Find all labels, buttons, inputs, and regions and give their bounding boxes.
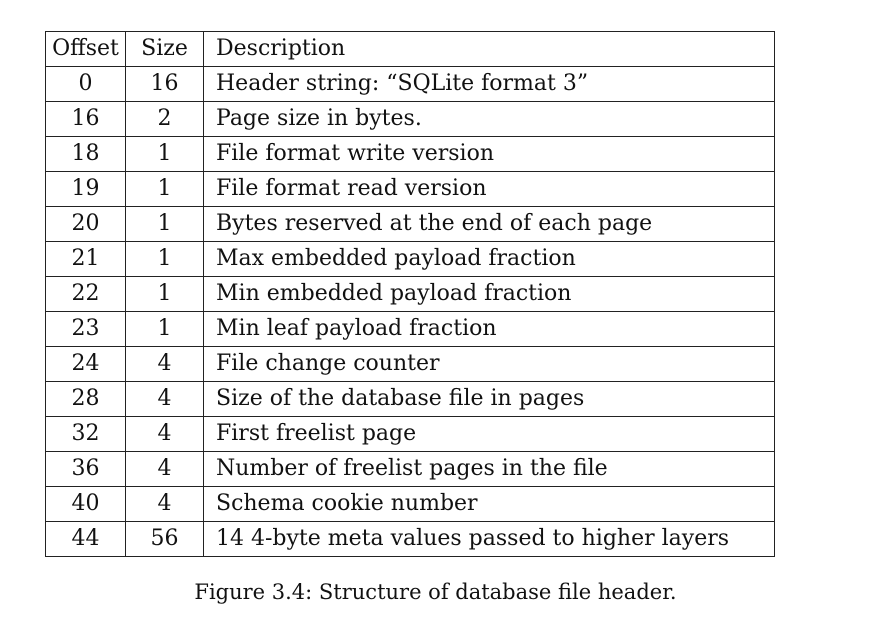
description-cell: Number of freelist pages in the file	[203, 451, 775, 487]
description-cell: File format read version	[203, 171, 775, 207]
offset-cell: 36	[45, 451, 126, 487]
size-cell: 16	[125, 66, 204, 102]
description-cell: Min embedded payload fraction	[203, 276, 775, 312]
table-row: 23 1 Min leaf payload fraction	[45, 311, 775, 347]
table-row: 19 1 File format read version	[45, 171, 775, 207]
description-cell: File change counter	[203, 346, 775, 382]
table-row: 16 2 Page size in bytes.	[45, 101, 775, 137]
offset-cell: 24	[45, 346, 126, 382]
table-row: 18 1 File format write version	[45, 136, 775, 172]
table-row: 44 56 14 4-byte meta values passed to high…	[45, 521, 775, 557]
size-cell: 1	[125, 311, 204, 347]
description-cell: Schema cookie number	[203, 486, 775, 522]
size-cell: 4	[125, 416, 204, 452]
table-row: 40 4 Schema cookie number	[45, 486, 775, 522]
table-body: 0 16 Header string: “SQLite format 3” 16 2 Pa…	[45, 66, 775, 557]
offset-cell: 23	[45, 311, 126, 347]
table-row: 21 1 Max embedded payload fraction	[45, 241, 775, 277]
offset-cell: 44	[45, 521, 126, 557]
offset-cell: 19	[45, 171, 126, 207]
offset-column-header: Offset	[45, 31, 126, 67]
offset-cell: 20	[45, 206, 126, 242]
size-cell: 56	[125, 521, 204, 557]
offset-cell: 32	[45, 416, 126, 452]
offset-cell: 22	[45, 276, 126, 312]
description-cell: Min leaf payload fraction	[203, 311, 775, 347]
offset-cell: 21	[45, 241, 126, 277]
size-cell: 4	[125, 451, 204, 487]
offset-cell: 18	[45, 136, 126, 172]
table-header-row: Offset Size Description	[45, 31, 775, 67]
table-row: 22 1 Min embedded payload fraction	[45, 276, 775, 312]
description-cell: First freelist page	[203, 416, 775, 452]
table-row: 28 4 Size of the database file in pages	[45, 381, 775, 417]
description-cell: Header string: “SQLite format 3”	[203, 66, 775, 102]
size-cell: 4	[125, 346, 204, 382]
size-cell: 1	[125, 206, 204, 242]
database-header-table: Offset Size Description 0 16 Header string…	[45, 31, 775, 557]
size-cell: 1	[125, 276, 204, 312]
offset-cell: 0	[45, 66, 126, 102]
size-cell: 2	[125, 101, 204, 137]
size-cell: 4	[125, 381, 204, 417]
description-cell: 14 4-byte meta values passed to higher l…	[203, 521, 775, 557]
size-cell: 1	[125, 136, 204, 172]
offset-cell: 40	[45, 486, 126, 522]
description-cell: Page size in bytes.	[203, 101, 775, 137]
size-cell: 4	[125, 486, 204, 522]
description-cell: Size of the database file in pages	[203, 381, 775, 417]
size-cell: 1	[125, 241, 204, 277]
size-cell: 1	[125, 171, 204, 207]
description-cell: Max embedded payload fraction	[203, 241, 775, 277]
description-column-header: Description	[203, 31, 775, 67]
offset-cell: 16	[45, 101, 126, 137]
table-row: 36 4 Number of freelist pages in the file	[45, 451, 775, 487]
description-cell: Bytes reserved at the end of each page	[203, 206, 775, 242]
table-row: 32 4 First freelist page	[45, 416, 775, 452]
table-row: 20 1 Bytes reserved at the end of each pag…	[45, 206, 775, 242]
description-cell: File format write version	[203, 136, 775, 172]
size-column-header: Size	[125, 31, 204, 67]
table-row: 24 4 File change counter	[45, 346, 775, 382]
figure-caption: Figure 3.4: Structure of database file h…	[194, 580, 677, 604]
offset-cell: 28	[45, 381, 126, 417]
table-row: 0 16 Header string: “SQLite format 3”	[45, 66, 775, 102]
